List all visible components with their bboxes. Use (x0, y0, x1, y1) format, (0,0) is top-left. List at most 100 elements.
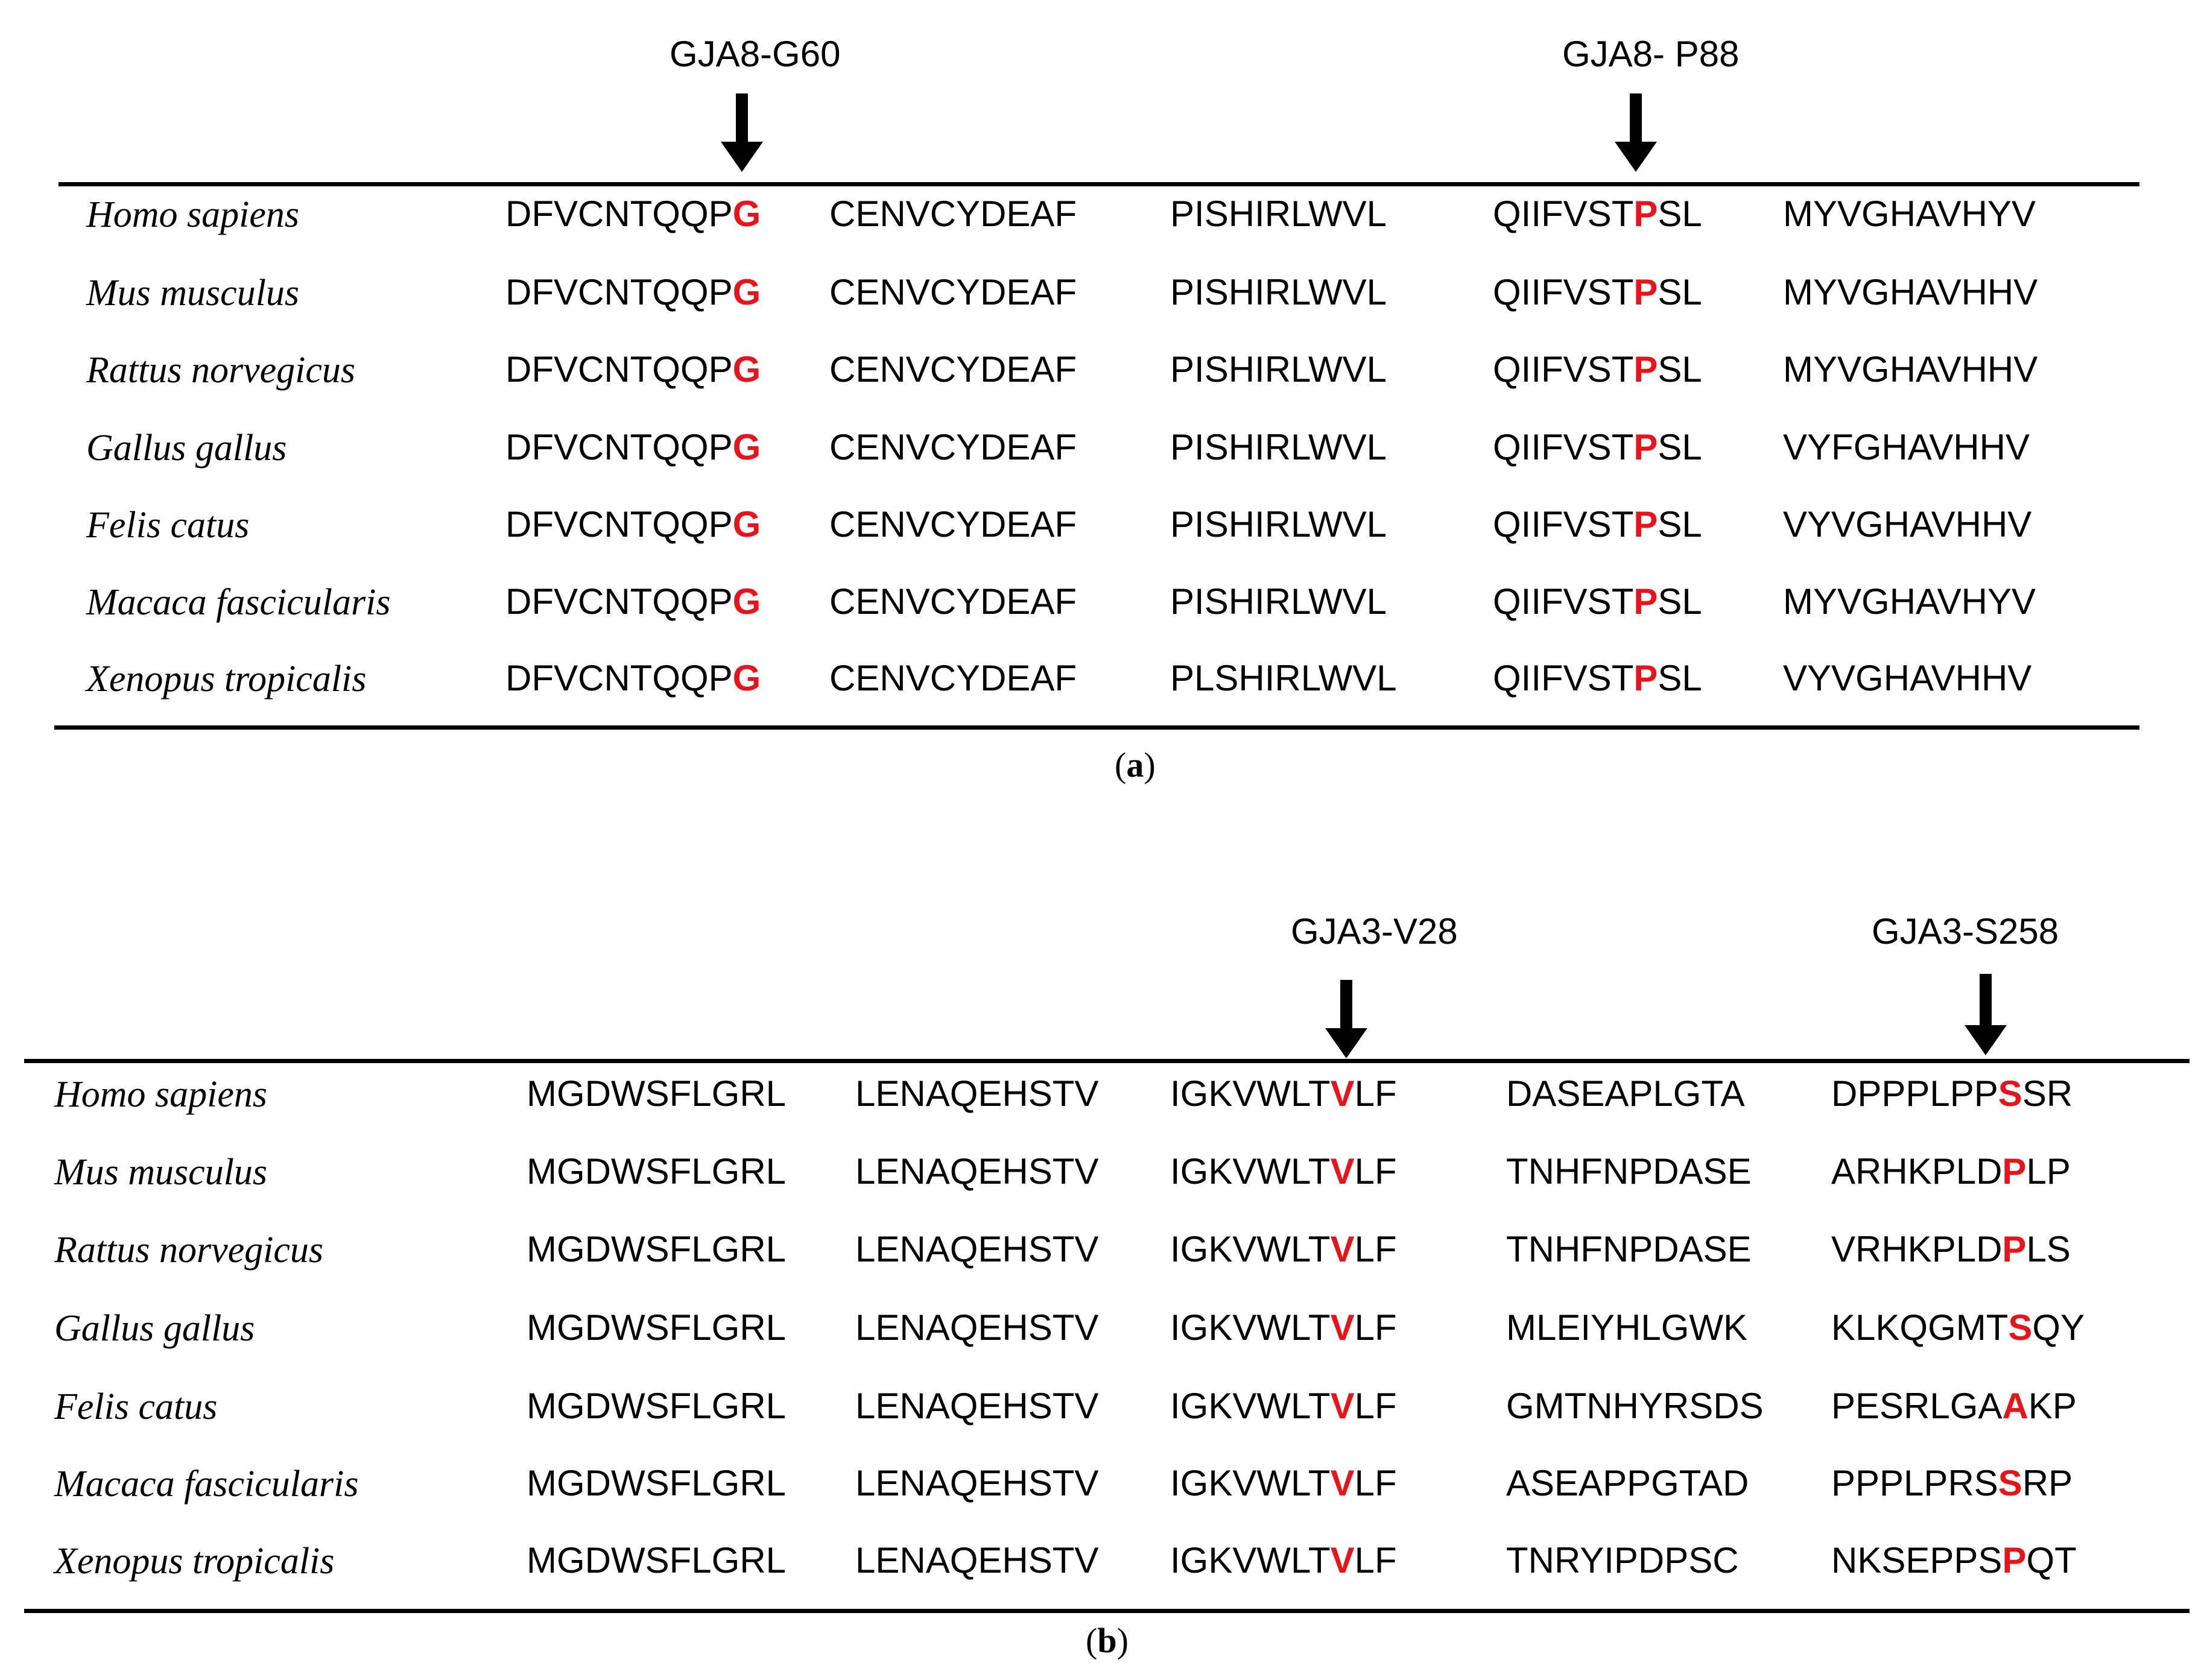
highlighted-residue: G (732, 658, 761, 698)
highlighted-residue: P (1633, 504, 1658, 545)
sequence-segment: ARHKPLDPLP (1831, 1151, 2071, 1192)
sequence-segment: IGKVWLTVLF (1170, 1463, 1397, 1503)
sequence-segment: ASEAPPGTAD (1506, 1463, 1749, 1503)
table-top-rule (24, 1059, 2190, 1063)
sequence-segment: IGKVWLTVLF (1170, 1151, 1397, 1192)
sequence-segment: MLEIYHLGWK (1506, 1307, 1748, 1348)
highlighted-residue: V (1330, 1151, 1355, 1192)
sequence-segment: TNHFNPDASE (1506, 1229, 1752, 1269)
sequence-segment: GMTNHYRSDS (1506, 1386, 1764, 1426)
site-marker-label: GJA3-V28 (1291, 911, 1458, 952)
sequence-segment: LENAQEHSTV (855, 1463, 1099, 1503)
sequence-segment: TNRYIPDPSC (1506, 1540, 1739, 1581)
species-name: Macaca fascicularis (54, 1464, 359, 1505)
sequence-segment: QIIFVSTPSL (1493, 658, 1702, 698)
highlighted-residue: G (732, 272, 761, 312)
sequence-segment: PPPLPRSSRP (1831, 1463, 2073, 1503)
sequence-segment: LENAQEHSTV (855, 1386, 1099, 1426)
sequence-segment: CENVCYDEAF (829, 194, 1077, 234)
sequence-segment: KLKQGMTSQY (1831, 1307, 2085, 1348)
sequence-segment: MGDWSFLGRL (527, 1540, 787, 1581)
sequence-segment: MYVGHAVHHV (1783, 272, 2038, 312)
sequence-segment: LENAQEHSTV (855, 1229, 1099, 1269)
panel-caption-letter: b (1097, 1621, 1117, 1660)
species-name: Felis catus (86, 505, 250, 546)
highlighted-residue: G (732, 194, 761, 234)
down-arrow-icon (721, 93, 763, 172)
sequence-segment: DFVCNTQQPG (505, 272, 761, 312)
species-name: Xenopus tropicalis (54, 1541, 335, 1582)
panel-caption: (b) (1086, 1621, 1129, 1660)
species-name: Mus musculus (54, 1152, 268, 1193)
highlighted-residue: V (1330, 1540, 1355, 1581)
sequence-segment: MGDWSFLGRL (527, 1463, 787, 1503)
highlighted-residue: P (2002, 1151, 2027, 1192)
sequence-segment: DPPPLPPSSR (1831, 1073, 2073, 1114)
species-name: Rattus norvegicus (54, 1230, 323, 1271)
sequence-segment: PESRLGAAKP (1831, 1386, 2077, 1426)
sequence-segment: VYVGHAVHHV (1783, 504, 2032, 545)
sequence-segment: LENAQEHSTV (855, 1073, 1099, 1114)
sequence-segment: IGKVWLTVLF (1170, 1307, 1397, 1348)
sequence-segment: IGKVWLTVLF (1170, 1386, 1397, 1426)
highlighted-residue: S (2008, 1307, 2033, 1348)
sequence-segment: QIIFVSTPSL (1493, 349, 1702, 390)
sequence-segment: DFVCNTQQPG (505, 581, 761, 622)
sequence-segment: NKSEPPSPQT (1831, 1540, 2077, 1581)
sequence-segment: MGDWSFLGRL (527, 1307, 787, 1348)
sequence-segment: VYVGHAVHHV (1783, 658, 2032, 698)
site-marker-label: GJA8- P88 (1562, 34, 1740, 74)
highlighted-residue: V (1330, 1229, 1355, 1269)
sequence-segment: IGKVWLTVLF (1170, 1229, 1397, 1269)
sequence-segment: CENVCYDEAF (829, 581, 1077, 622)
panel-caption-letter: a (1126, 745, 1144, 785)
sequence-segment: CENVCYDEAF (829, 427, 1077, 467)
sequence-segment: DFVCNTQQPG (505, 504, 761, 545)
sequence-segment: LENAQEHSTV (855, 1307, 1099, 1348)
table-bottom-rule (54, 725, 2139, 730)
table-top-rule (59, 182, 2139, 186)
species-name: Mus musculus (86, 273, 300, 314)
sequence-segment: QIIFVSTPSL (1493, 194, 1702, 234)
highlighted-residue: G (732, 427, 761, 467)
sequence-segment: PISHIRLWVL (1170, 504, 1387, 545)
highlighted-residue: P (2002, 1540, 2027, 1581)
sequence-segment: LENAQEHSTV (855, 1151, 1099, 1192)
sequence-segment: VYFGHAVHHV (1783, 427, 2030, 467)
sequence-segment: CENVCYDEAF (829, 658, 1077, 698)
highlighted-residue: G (732, 504, 761, 545)
down-arrow-icon (1965, 974, 2007, 1055)
sequence-segment: MGDWSFLGRL (527, 1229, 787, 1269)
sequence-segment: LENAQEHSTV (855, 1540, 1099, 1581)
sequence-segment: MYVGHAVHYV (1783, 581, 2036, 622)
sequence-segment: QIIFVSTPSL (1493, 504, 1702, 545)
species-name: Gallus gallus (54, 1308, 255, 1349)
sequence-segment: QIIFVSTPSL (1493, 427, 1702, 467)
sequence-segment: MGDWSFLGRL (527, 1073, 787, 1114)
sequence-segment: IGKVWLTVLF (1170, 1540, 1397, 1581)
sequence-segment: MYVGHAVHYV (1783, 194, 2036, 234)
sequence-segment: DASEAPLGTA (1506, 1073, 1745, 1114)
species-name: Felis catus (54, 1386, 218, 1427)
highlighted-residue: S (1998, 1463, 2022, 1503)
highlighted-residue: V (1330, 1463, 1355, 1503)
sequence-segment: QIIFVSTPSL (1493, 272, 1702, 312)
species-name: Rattus norvegicus (86, 350, 355, 391)
sequence-segment: IGKVWLTVLF (1170, 1073, 1397, 1114)
sequence-segment: TNHFNPDASE (1506, 1151, 1752, 1192)
sequence-segment: QIIFVSTPSL (1493, 581, 1702, 622)
highlighted-residue: G (732, 581, 761, 622)
highlighted-residue: G (732, 349, 761, 390)
panel-caption: (a) (1115, 745, 1156, 785)
highlighted-residue: P (1633, 194, 1658, 234)
sequence-segment: DFVCNTQQPG (505, 658, 761, 698)
sequence-segment: PLSHIRLWVL (1170, 658, 1397, 698)
sequence-segment: MGDWSFLGRL (527, 1151, 787, 1192)
sequence-segment: DFVCNTQQPG (505, 427, 761, 467)
table-bottom-rule (24, 1609, 2190, 1613)
highlighted-residue: P (1633, 581, 1658, 622)
site-marker-label: GJA3-S258 (1872, 911, 2059, 952)
